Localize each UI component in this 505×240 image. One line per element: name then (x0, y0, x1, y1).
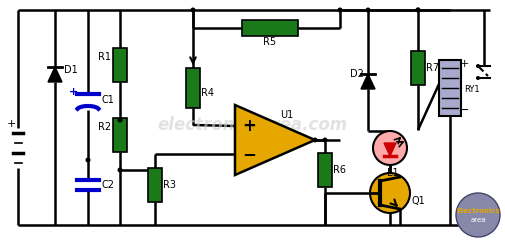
Circle shape (373, 131, 407, 165)
Text: R3: R3 (163, 180, 176, 190)
Bar (411, 51, 425, 85)
Bar (113, 118, 127, 152)
Text: R2: R2 (98, 122, 111, 132)
Bar (318, 153, 332, 187)
Text: +: + (69, 87, 79, 97)
Text: R4: R4 (201, 88, 214, 98)
Circle shape (337, 7, 342, 12)
Text: area: area (470, 217, 486, 223)
Circle shape (416, 7, 421, 12)
Text: +: + (460, 59, 469, 69)
Text: −: − (242, 145, 256, 163)
Text: L1: L1 (387, 168, 399, 178)
Text: Q1: Q1 (412, 196, 426, 206)
Circle shape (118, 118, 123, 122)
Bar (186, 68, 200, 108)
Text: C1: C1 (102, 95, 115, 105)
Circle shape (476, 64, 480, 68)
Bar (148, 168, 162, 202)
Text: U1: U1 (280, 110, 293, 120)
Text: +: + (242, 117, 256, 135)
Text: D1: D1 (64, 65, 78, 75)
Circle shape (323, 138, 328, 143)
Polygon shape (384, 143, 396, 156)
Polygon shape (235, 105, 315, 175)
Text: +: + (6, 119, 16, 129)
Text: R6: R6 (333, 165, 346, 175)
Text: RY1: RY1 (464, 85, 480, 95)
Text: R5: R5 (264, 37, 277, 47)
Circle shape (476, 76, 480, 80)
Text: R7: R7 (426, 63, 439, 73)
Circle shape (366, 7, 371, 12)
Circle shape (370, 173, 410, 213)
Bar (242, 20, 298, 36)
Text: R1: R1 (98, 52, 111, 62)
Circle shape (190, 7, 195, 12)
Circle shape (456, 193, 500, 237)
Polygon shape (48, 67, 62, 82)
Bar (113, 48, 127, 82)
Text: −: − (459, 103, 469, 116)
Circle shape (85, 157, 90, 162)
Text: electronicsarea.com: electronicsarea.com (157, 116, 347, 134)
Text: C2: C2 (102, 180, 115, 190)
Text: Electronics: Electronics (456, 208, 500, 214)
Polygon shape (361, 74, 375, 89)
Text: D2: D2 (350, 69, 364, 79)
Circle shape (313, 138, 318, 143)
Bar (439, 60, 461, 116)
Circle shape (118, 168, 123, 173)
Circle shape (416, 7, 421, 12)
